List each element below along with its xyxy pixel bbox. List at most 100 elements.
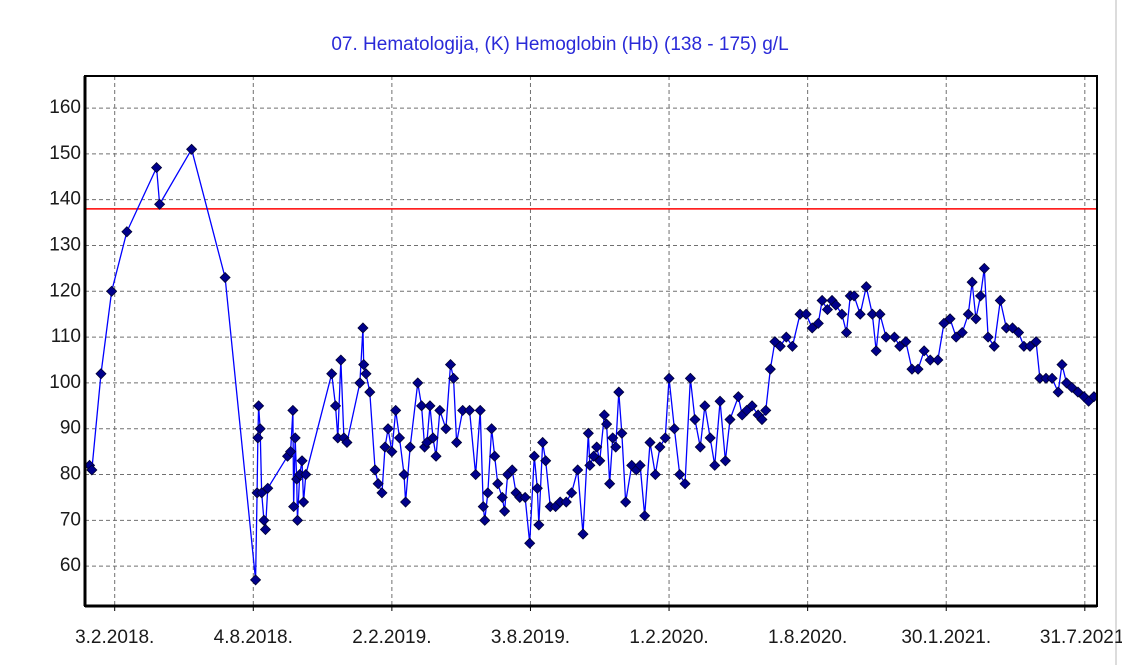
data-point <box>709 459 721 471</box>
x-tick-label: 2.2.2019. <box>352 627 431 648</box>
data-point <box>489 450 501 462</box>
data-point <box>219 271 231 284</box>
data-point <box>470 468 482 481</box>
data-point <box>924 354 936 366</box>
data-point <box>416 400 428 412</box>
data-point <box>830 299 842 311</box>
data-point <box>121 226 133 238</box>
data-point <box>848 290 860 302</box>
data-point <box>800 308 812 320</box>
data-point <box>412 377 424 389</box>
data-point <box>151 162 163 174</box>
data-point <box>479 514 491 526</box>
data-point <box>732 391 744 403</box>
data-point <box>982 331 994 343</box>
series <box>85 143 1097 586</box>
data-point <box>427 432 439 444</box>
data-point <box>639 510 651 522</box>
data-point <box>86 464 98 476</box>
data-point <box>620 496 632 508</box>
data-point <box>519 491 531 504</box>
data-point <box>400 496 412 508</box>
data-point <box>674 468 686 481</box>
data-point <box>440 423 452 435</box>
data-point <box>451 436 463 449</box>
data-point <box>496 491 508 504</box>
data-point <box>95 368 107 380</box>
data-point <box>326 368 338 380</box>
data-point <box>341 436 353 449</box>
data-point <box>372 478 384 490</box>
data-point <box>376 487 388 499</box>
data-point <box>659 432 671 444</box>
data-point <box>780 331 792 343</box>
data-point <box>870 345 882 357</box>
data-point <box>444 359 457 371</box>
data-point <box>756 413 768 426</box>
data-point <box>369 464 381 476</box>
data-point <box>594 455 606 467</box>
data-point <box>816 294 828 307</box>
data-point <box>398 468 410 481</box>
data-point <box>250 574 262 586</box>
data-point <box>1052 386 1064 398</box>
data-point <box>357 322 369 334</box>
y-tick-label: 80 <box>60 464 81 485</box>
data-point <box>262 482 274 494</box>
data-point <box>860 281 872 293</box>
data-point <box>699 400 711 412</box>
data-point <box>746 400 758 412</box>
data-point <box>714 395 726 407</box>
data-point <box>840 326 853 339</box>
y-tick-label: 60 <box>60 555 81 576</box>
data-point <box>912 363 924 375</box>
y-tick-label: 120 <box>49 280 81 301</box>
data-point <box>572 464 584 476</box>
data-point <box>601 418 613 430</box>
data-point <box>186 143 198 155</box>
data-point <box>668 423 680 435</box>
data-point <box>329 400 342 412</box>
data-point <box>474 404 486 416</box>
data-point <box>610 441 622 453</box>
data-point <box>335 354 347 366</box>
data-point <box>1046 372 1058 384</box>
data-point <box>492 478 504 490</box>
data-point <box>566 487 578 499</box>
data-point <box>974 290 987 302</box>
data-point <box>644 436 656 449</box>
y-tick-label: 140 <box>49 189 81 210</box>
y-tick-label: 110 <box>51 326 81 347</box>
data-point <box>1006 322 1019 334</box>
data-point <box>988 340 1000 352</box>
data-point <box>477 501 489 513</box>
data-point <box>854 308 866 320</box>
data-point <box>880 331 892 343</box>
data-point <box>760 404 772 416</box>
data-point <box>540 455 552 467</box>
data-point <box>613 386 625 398</box>
data-point <box>486 423 498 435</box>
data-point <box>582 427 594 439</box>
data-point <box>588 450 600 462</box>
data-point <box>447 372 460 384</box>
data-point <box>379 441 391 453</box>
data-point <box>694 441 706 453</box>
data-point <box>604 478 616 490</box>
data-point <box>821 304 834 316</box>
data-point <box>1088 391 1097 403</box>
data-point <box>482 487 494 499</box>
data-point <box>288 501 300 513</box>
data-point <box>704 432 716 444</box>
data-point <box>285 446 297 458</box>
data-point <box>577 528 589 540</box>
y-tick-label: 150 <box>49 143 81 164</box>
data-point <box>966 276 978 288</box>
data-point <box>506 464 518 476</box>
data-point <box>1066 381 1078 394</box>
data-point <box>537 436 549 449</box>
y-tick-label: 100 <box>49 372 81 393</box>
data-point <box>531 482 543 494</box>
